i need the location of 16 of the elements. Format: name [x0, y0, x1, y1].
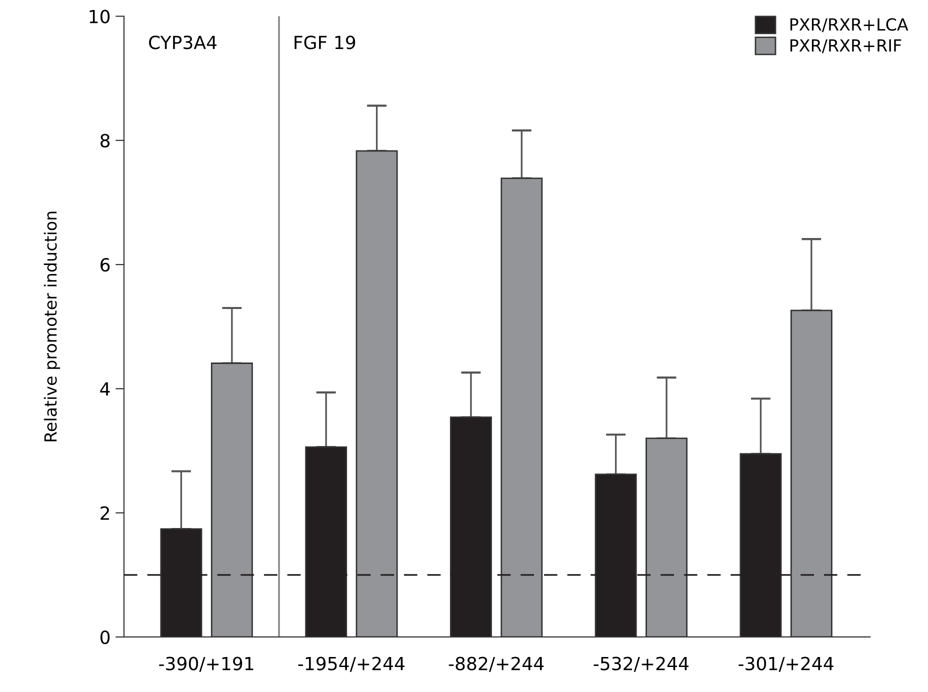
y-tick-label: 8 — [100, 134, 110, 148]
legend-label: PXR/RXR+RIF — [790, 39, 902, 54]
x-tick-label: -882/+244 — [448, 656, 544, 672]
legend-label: PXR/RXR+LCA — [790, 18, 908, 32]
annotation: CYP3A4 — [149, 36, 217, 50]
y-tick-label: 6 — [100, 258, 110, 272]
y-tick-label: 4 — [100, 382, 110, 396]
x-tick-label: -1954/+244 — [298, 656, 404, 672]
x-tick-label: -301/+244 — [738, 656, 834, 672]
x-tick-label: -532/+244 — [594, 656, 688, 672]
x-tick-label: -390/+191 — [159, 656, 254, 672]
y-tick-label: 2 — [100, 506, 109, 520]
y-tick-label: 10 — [90, 10, 110, 24]
y-axis-title: Relative promoter induction — [44, 212, 60, 442]
annotation: FGF 19 — [294, 36, 356, 50]
y-tick-label: 0 — [100, 630, 110, 644]
